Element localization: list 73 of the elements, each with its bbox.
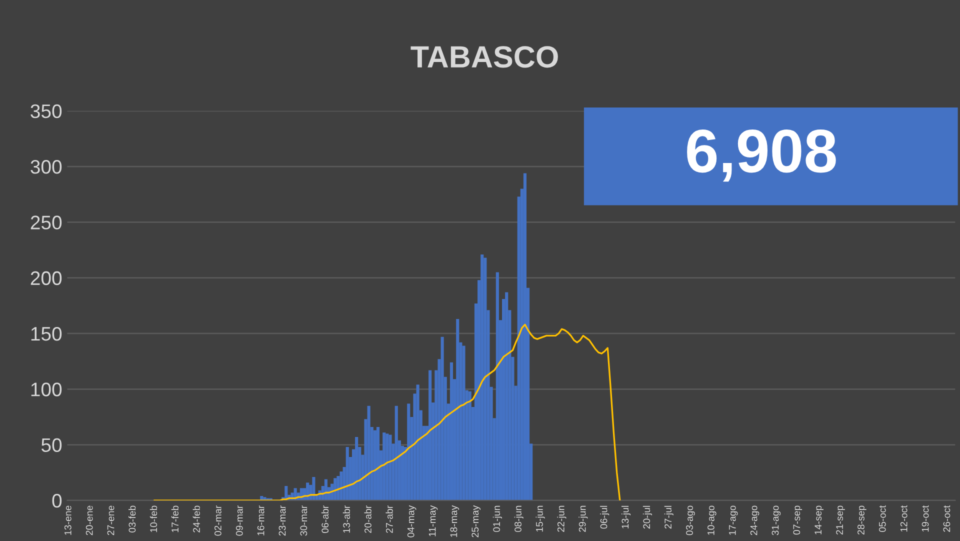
y-tick-label: 50	[41, 438, 62, 452]
x-tick-label: 25-may	[472, 505, 481, 538]
x-tick-label: 27-jul	[664, 506, 674, 529]
x-tick-label: 19-oct	[922, 505, 929, 532]
y-tick-label: 0	[52, 494, 62, 508]
bar	[394, 406, 398, 500]
x-tick-label: 05-oct	[878, 505, 886, 532]
bar	[312, 477, 316, 500]
chart-title: TABASCO	[410, 46, 558, 68]
x-tick-label: 01-jun	[492, 506, 502, 532]
bar	[462, 346, 466, 500]
x-tick-label: 30-mar	[300, 505, 308, 536]
x-tick-label: 06-abr	[321, 505, 329, 534]
bar	[440, 336, 444, 500]
bar	[450, 362, 454, 500]
y-tick-label: 250	[30, 216, 62, 230]
x-tick-label: 13-ene	[64, 506, 72, 535]
x-tick-label: 20-jul	[642, 506, 652, 529]
bar	[382, 432, 386, 500]
x-tick-label: 04-may	[407, 505, 416, 538]
x-tick-label: 27-abr	[386, 505, 393, 533]
bar	[484, 258, 487, 500]
x-tick-label: 02-mar	[214, 505, 222, 536]
x-tick-label: 20-abr	[364, 505, 372, 533]
bar	[376, 426, 380, 500]
bar	[416, 384, 420, 500]
bar	[355, 436, 358, 500]
bar	[346, 447, 349, 500]
x-tick-label: 24-ago	[750, 506, 760, 536]
x-tick-label: 06-jul	[600, 506, 610, 529]
x-tick-label: 20-ene	[86, 506, 93, 536]
y-tick-label: 200	[30, 271, 62, 286]
x-tick-label: 16-mar	[257, 505, 264, 536]
x-tick-label: 21-sep	[836, 506, 845, 535]
x-tick-label: 12-oct	[900, 505, 908, 532]
x-tick-label: 22-jun	[557, 506, 566, 532]
x-tick-label: 17-feb	[171, 506, 179, 532]
bar	[388, 434, 392, 500]
bar	[456, 319, 460, 500]
x-tick-label: 07-sep	[793, 506, 802, 535]
x-tick-label: 09-mar	[236, 505, 243, 536]
bar	[386, 434, 389, 500]
bar	[407, 404, 410, 500]
x-tick-label: 08-jun	[514, 506, 524, 532]
bar	[428, 370, 432, 500]
bar	[523, 173, 527, 500]
x-tick-label: 28-sep	[858, 506, 866, 535]
bar	[340, 471, 343, 500]
x-tick-label: 03-feb	[128, 506, 136, 532]
line-series	[154, 324, 621, 500]
x-tick-label: 13-jul	[621, 506, 631, 528]
x-tick-label: 24-feb	[192, 506, 200, 532]
x-tick-label: 31-ago	[772, 506, 781, 536]
bar	[367, 406, 370, 500]
x-tick-label: 17-ago	[729, 506, 738, 535]
y-tick-label: 100	[31, 382, 62, 396]
x-tick-label: 10-ago	[707, 506, 716, 535]
x-tick-label: 15-jun	[536, 506, 545, 532]
x-tick-label: 27-ene	[107, 506, 114, 536]
x-tick-label: 26-oct	[943, 505, 950, 532]
bar	[496, 272, 499, 500]
x-tick-label: 13-abr	[342, 505, 350, 533]
x-tick-label: 03-ago	[686, 506, 695, 536]
x-tick-label: 14-sep	[814, 506, 824, 534]
y-tick-label: 350	[30, 104, 62, 118]
y-tick-label: 300	[30, 160, 62, 174]
x-tick-label: 29-jun	[578, 506, 588, 532]
x-tick-label: 18-may	[450, 505, 460, 537]
x-tick-label: 23-mar	[278, 505, 286, 536]
y-tick-label: 150	[31, 326, 62, 341]
annotation: 6,908	[687, 129, 836, 182]
x-tick-label: 11-may	[428, 505, 438, 536]
x-tick-label: 10-feb	[150, 506, 158, 532]
